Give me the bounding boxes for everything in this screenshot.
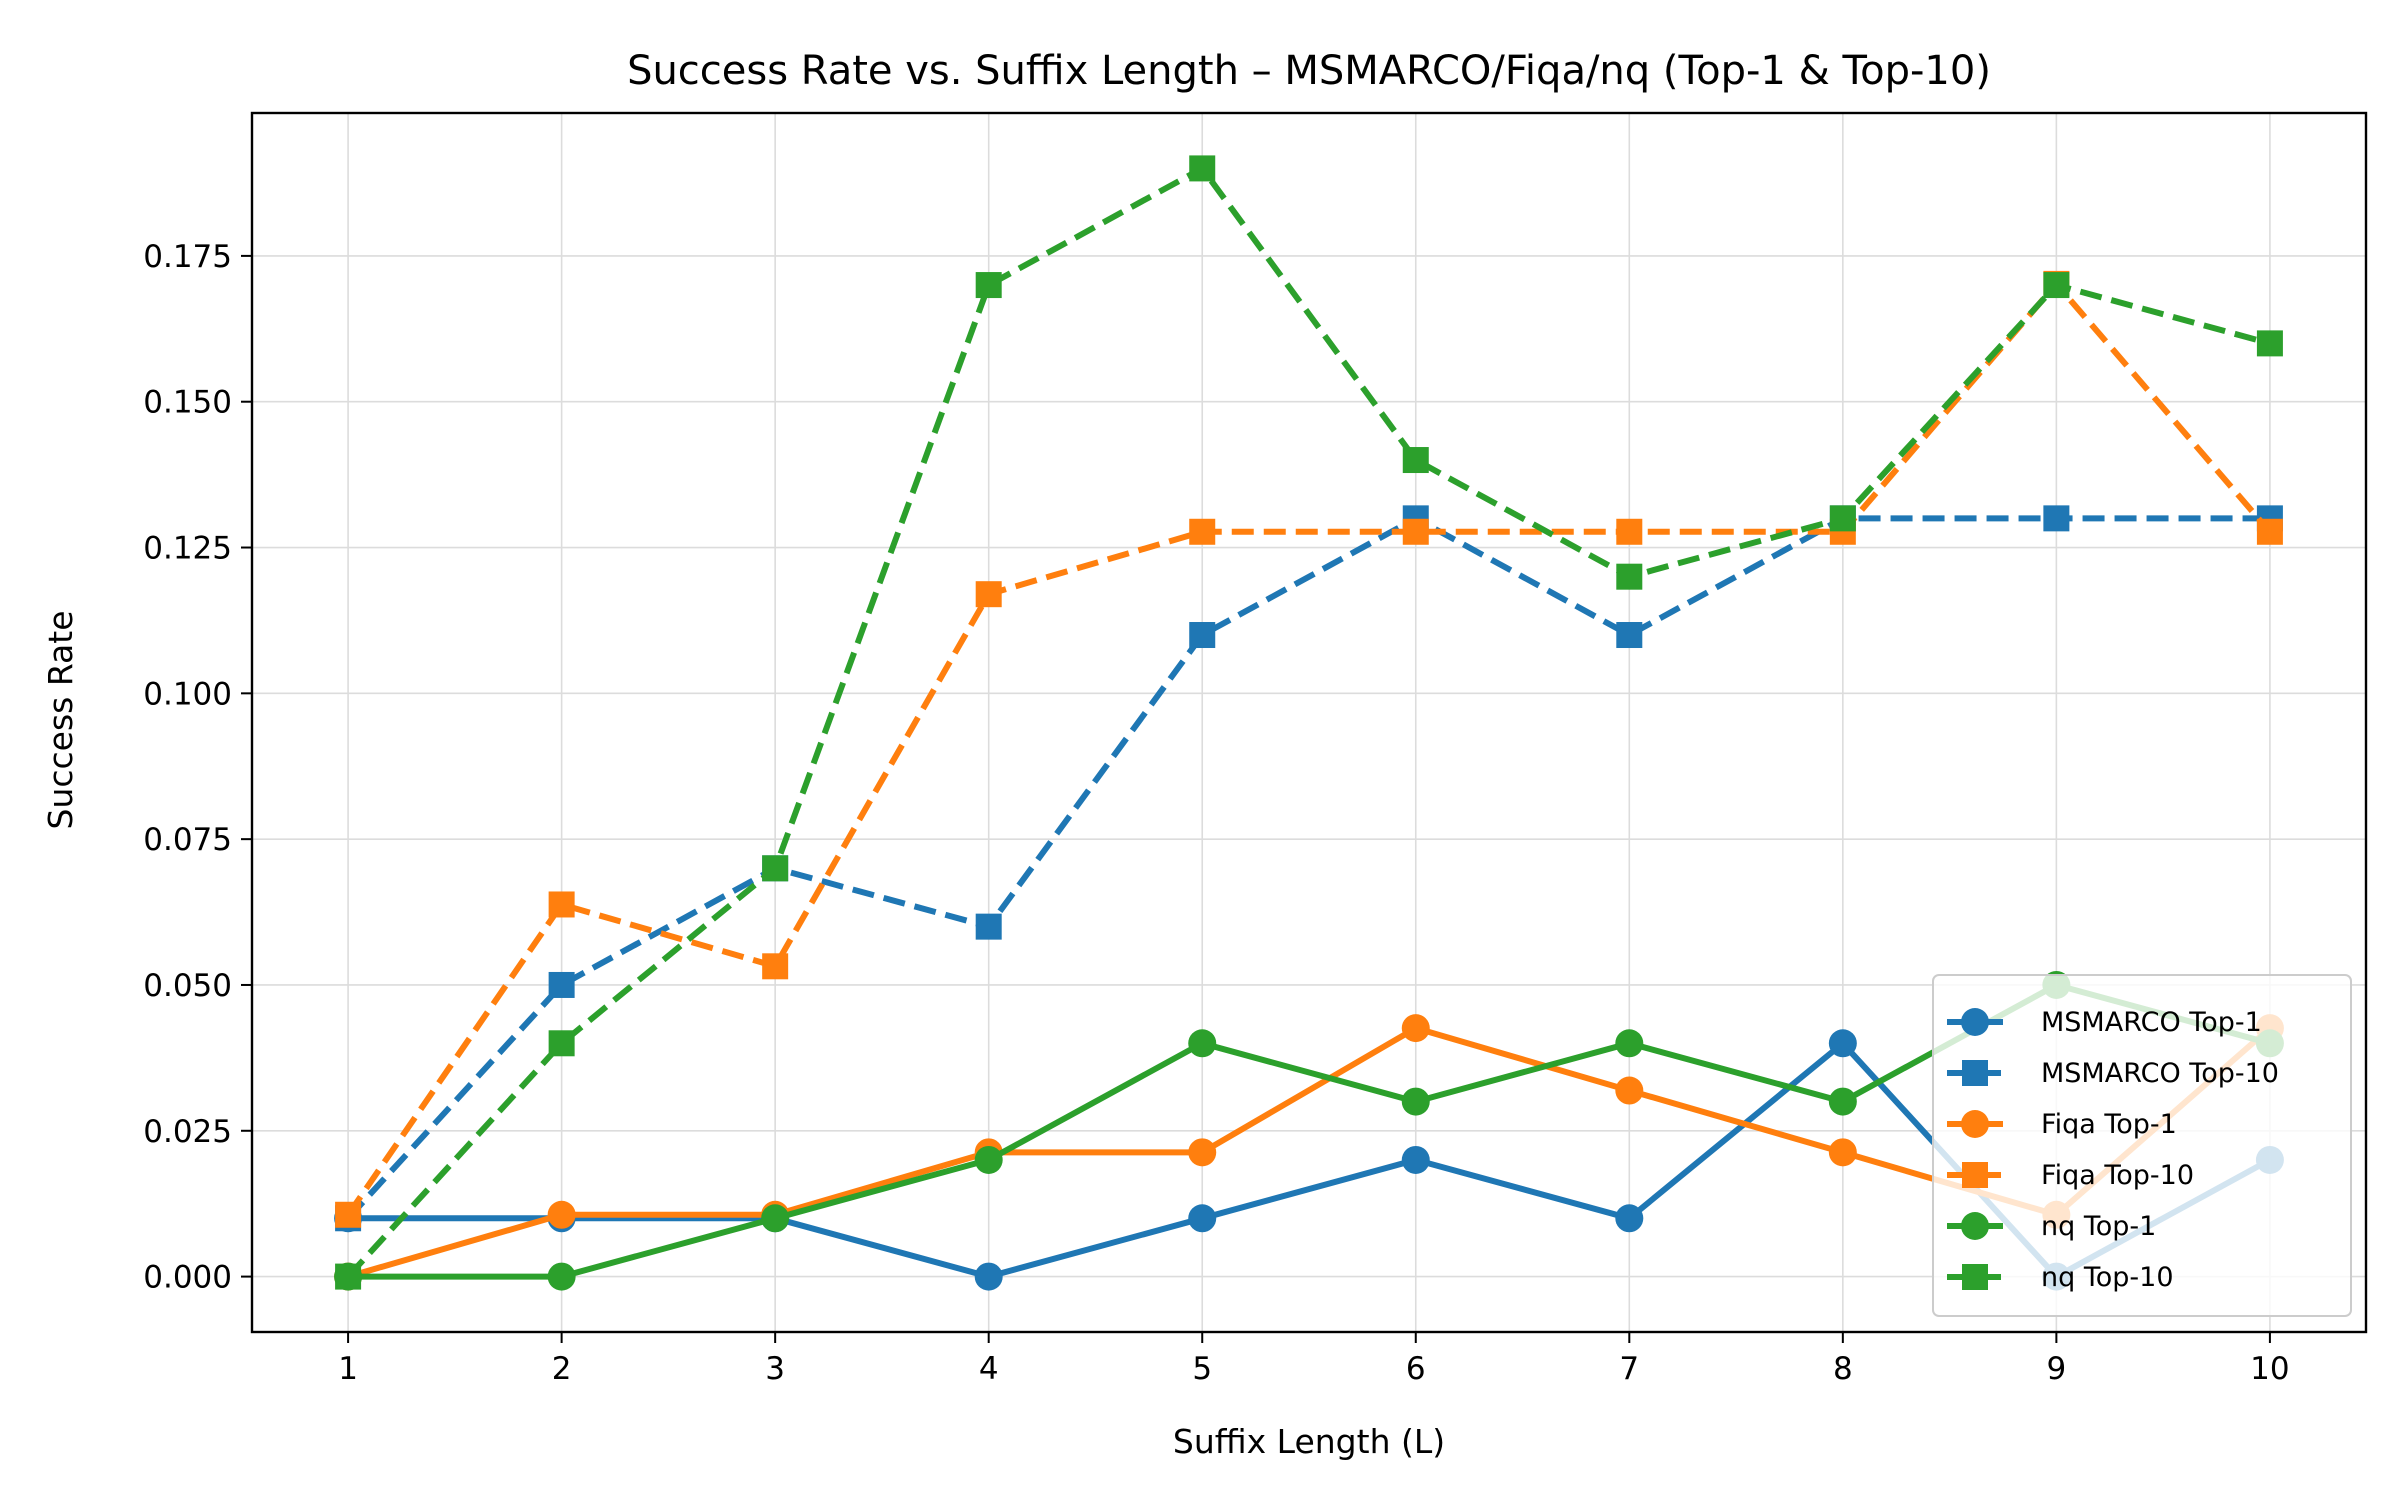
data-point xyxy=(335,1201,362,1228)
legend-swatch-marker xyxy=(1962,1264,1988,1290)
data-point xyxy=(975,913,1002,940)
data-point xyxy=(1616,622,1643,649)
legend-label: MSMARCO Top-10 xyxy=(2041,1058,2279,1089)
data-point xyxy=(1188,1029,1217,1058)
series-fiqa-top-10 xyxy=(335,270,2283,1228)
plot-frame xyxy=(250,111,2368,1334)
data-point xyxy=(2256,518,2283,545)
data-point xyxy=(1402,447,1429,474)
series-nq-top-10 xyxy=(335,155,2283,1290)
x-tick-label: 3 xyxy=(765,1351,785,1387)
y-tick-label: 0.150 xyxy=(143,385,232,421)
data-point xyxy=(974,1262,1003,1291)
data-point xyxy=(761,1204,790,1233)
legend-item: nq Top-10 xyxy=(1947,1262,2174,1293)
legend-swatch-marker xyxy=(1962,1162,1988,1188)
series-line-msmarco-top-10 xyxy=(345,515,2270,1221)
y-tick-label: 0.175 xyxy=(143,239,232,275)
x-tick-label: 2 xyxy=(552,1351,572,1387)
data-point xyxy=(2256,330,2283,357)
data-point xyxy=(548,891,575,918)
legend: MSMARCO Top-1 MSMARCO Top-10 Fiqa Top-1 Fiq… xyxy=(1932,974,2352,1317)
x-tick-label: 1 xyxy=(338,1351,358,1387)
data-point xyxy=(1189,155,1216,182)
data-point xyxy=(1402,518,1429,545)
legend-swatch-marker xyxy=(1962,1060,1988,1086)
data-point xyxy=(1616,518,1643,545)
data-point xyxy=(762,953,789,980)
data-point xyxy=(1188,1138,1217,1167)
data-point xyxy=(1615,1076,1644,1105)
legend-label: nq Top-10 xyxy=(2041,1262,2174,1293)
data-point xyxy=(2043,272,2070,299)
y-tick-label: 0.100 xyxy=(143,676,232,712)
data-point xyxy=(975,581,1002,608)
x-tick-label: 10 xyxy=(2250,1351,2289,1387)
data-point xyxy=(974,1145,1003,1174)
chart-title: Success Rate vs. Suffix Length – MSMARCO… xyxy=(627,48,1991,94)
y-tick-label: 0.075 xyxy=(143,822,232,858)
y-tick-label: 0.050 xyxy=(143,968,232,1004)
legend-label: MSMARCO Top-1 xyxy=(2041,1007,2262,1038)
legend-item: Fiqa Top-1 xyxy=(1947,1109,2177,1140)
data-point xyxy=(1829,505,1856,532)
data-point xyxy=(1828,1138,1857,1167)
data-point xyxy=(1401,1014,1430,1043)
series-line-fiqa-top-10 xyxy=(345,280,2273,1217)
data-point xyxy=(1828,1087,1857,1116)
legend-box xyxy=(1932,974,2352,1317)
data-point xyxy=(1189,518,1216,545)
data-point xyxy=(548,1030,575,1057)
data-point xyxy=(1615,1204,1644,1233)
data-point xyxy=(547,1262,576,1291)
x-tick-label: 6 xyxy=(1406,1351,1426,1387)
legend-label: Fiqa Top-10 xyxy=(2041,1160,2194,1191)
x-axis-label: Suffix Length (L) xyxy=(1173,1422,1445,1461)
data-point xyxy=(1189,622,1216,649)
y-tick-label: 0.000 xyxy=(143,1260,232,1296)
x-tick-label: 8 xyxy=(1833,1351,1853,1387)
x-tick-label: 7 xyxy=(1619,1351,1639,1387)
legend-item: Fiqa Top-10 xyxy=(1947,1160,2194,1191)
legend-item: nq Top-1 xyxy=(1947,1211,2156,1242)
legend-label: nq Top-1 xyxy=(2041,1211,2156,1242)
data-point xyxy=(547,1200,576,1229)
data-point xyxy=(1401,1145,1430,1174)
data-point xyxy=(1615,1029,1644,1058)
legend-swatch-marker xyxy=(1961,1008,1989,1036)
data-point xyxy=(1188,1204,1217,1233)
data-point xyxy=(2043,505,2070,532)
data-point xyxy=(1401,1087,1430,1116)
data-point xyxy=(335,1263,362,1290)
legend-swatch-marker xyxy=(1961,1212,1989,1240)
series-line-nq-top-10 xyxy=(345,165,2271,1279)
legend-swatch-marker xyxy=(1961,1110,1989,1138)
data-point xyxy=(548,971,575,998)
data-point xyxy=(762,855,789,882)
y-axis-label: Success Rate xyxy=(41,611,80,830)
x-tick-label: 9 xyxy=(2047,1351,2067,1387)
legend-label: Fiqa Top-1 xyxy=(2041,1109,2177,1140)
legend-item: MSMARCO Top-1 xyxy=(1947,1007,2262,1038)
axes: 1 2 3 4 5 6 7 8 9 10 0.000 0.025 0.050 0.075 0.100 0.12… xyxy=(143,111,2368,1387)
data-point xyxy=(1616,563,1643,590)
y-tick-label: 0.125 xyxy=(143,531,232,567)
y-tick-label: 0.025 xyxy=(143,1114,232,1150)
x-tick-label: 5 xyxy=(1192,1351,1212,1387)
data-point xyxy=(975,272,1002,299)
x-tick-label: 4 xyxy=(979,1351,999,1387)
legend-item: MSMARCO Top-10 xyxy=(1947,1058,2279,1089)
data-point xyxy=(1828,1029,1857,1058)
